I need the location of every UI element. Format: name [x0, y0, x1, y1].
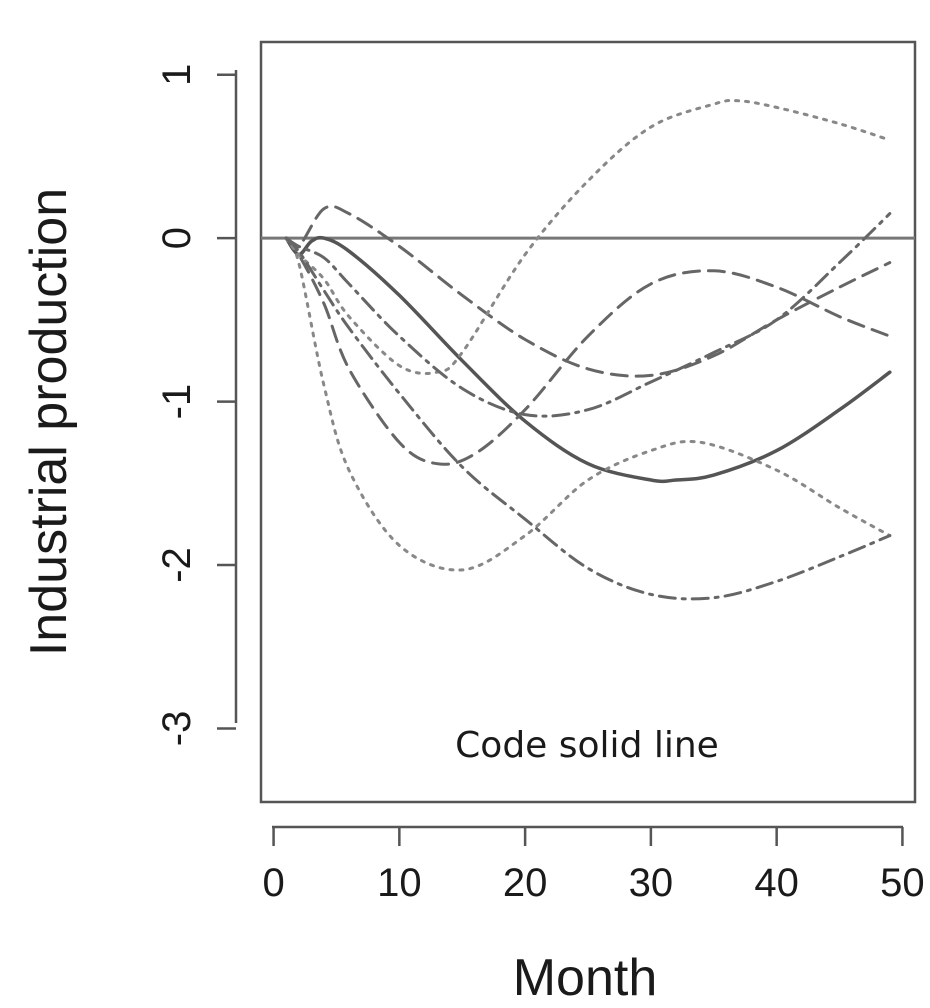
y-tick-label: -1: [155, 384, 199, 420]
x-tick-label: 50: [880, 861, 925, 905]
y-tick-label: 1: [155, 64, 199, 86]
series-line-dotted: [284, 98, 892, 375]
x-tick-label: 10: [377, 861, 422, 905]
x-tick-label: 30: [629, 861, 674, 905]
y-tick-label: 0: [155, 227, 199, 249]
series-line-dashed: [284, 236, 892, 466]
y-axis-title: Industrial production: [20, 188, 78, 656]
x-axis: 0 10 20 30 40 50: [262, 825, 925, 905]
series-line-dotted: [284, 236, 892, 572]
series-layer: [284, 98, 892, 601]
x-axis-title: Month: [513, 949, 658, 1003]
y-tick-label: -2: [155, 547, 199, 583]
series-line-solid: [284, 235, 892, 484]
plot-frame: [259, 40, 917, 804]
x-tick-label: 0: [262, 861, 284, 905]
x-tick-label: 20: [503, 861, 548, 905]
x-tick-label: 40: [754, 861, 799, 905]
y-tick-label: -3: [155, 711, 199, 747]
series-line-dashdot: [284, 236, 892, 601]
series-line-dashdot: [284, 212, 892, 418]
chart-annotation: Code solid line: [455, 725, 719, 766]
series-line-dashed: [284, 204, 892, 378]
y-axis: 1 0 -1 -2 -3: [155, 64, 238, 747]
